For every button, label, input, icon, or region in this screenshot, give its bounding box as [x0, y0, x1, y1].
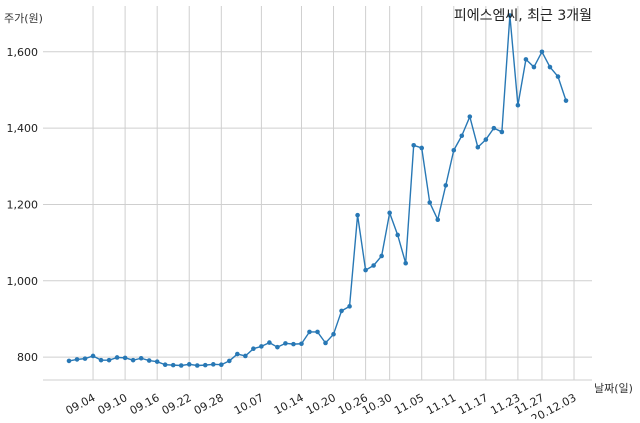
- data-point: [323, 340, 328, 346]
- data-point: [467, 114, 473, 119]
- data-point: [491, 125, 497, 131]
- data-point: [339, 308, 344, 314]
- data-point: [411, 142, 416, 148]
- data-point: [227, 358, 232, 364]
- x-tick-label: 11.17: [456, 391, 490, 417]
- data-point: [291, 341, 296, 347]
- y-tick-label: 1,400: [7, 122, 39, 135]
- data-point: [162, 362, 168, 368]
- x-tick-label: 09.10: [96, 391, 130, 417]
- data-point: [539, 49, 545, 55]
- data-point: [235, 351, 240, 357]
- data-point: [283, 341, 288, 346]
- x-axis-label: 날짜(일): [594, 381, 633, 395]
- data-point: [451, 147, 457, 153]
- data-point: [435, 217, 441, 223]
- data-point: [531, 64, 537, 70]
- data-point: [523, 57, 529, 62]
- data-point: [210, 362, 216, 367]
- y-tick-label: 1,200: [7, 198, 39, 211]
- data-point: [315, 329, 320, 335]
- x-tick-label: 11.05: [392, 391, 426, 417]
- x-tick-label: 09.16: [128, 391, 162, 417]
- data-point: [98, 357, 104, 363]
- data-point: [379, 253, 384, 259]
- y-tick-label: 1,000: [7, 275, 39, 288]
- data-point: [419, 145, 425, 151]
- data-point: [387, 210, 392, 216]
- data-point: [507, 13, 513, 18]
- x-tick-label: 10.07: [232, 391, 266, 417]
- data-point: [138, 355, 144, 361]
- data-point: [563, 98, 569, 103]
- data-point: [547, 64, 553, 70]
- data-point: [427, 200, 433, 205]
- data-point: [347, 304, 352, 309]
- series-line: [68, 14, 567, 367]
- data-point: [259, 344, 264, 349]
- data-point: [154, 359, 160, 364]
- x-tick-label: 09.04: [64, 391, 98, 417]
- series-layer: [66, 13, 569, 368]
- data-point: [202, 362, 208, 368]
- data-point: [82, 356, 88, 361]
- x-tick-label: 09.28: [192, 391, 226, 417]
- data-point: [403, 260, 408, 266]
- data-point: [307, 329, 312, 335]
- data-point: [194, 363, 200, 368]
- data-point: [243, 353, 248, 359]
- y-axis-label: 주가(원): [4, 12, 43, 25]
- data-point: [267, 340, 272, 345]
- data-point: [178, 363, 184, 368]
- data-point: [459, 133, 465, 139]
- data-point: [483, 137, 489, 142]
- data-point: [371, 263, 376, 268]
- data-point: [90, 353, 96, 359]
- data-point: [515, 102, 521, 108]
- data-point: [475, 144, 481, 150]
- chart-title: 피에스엠씨, 최근 3개월: [454, 8, 592, 24]
- grid-layer: [43, 6, 592, 380]
- x-tick-label: 10.14: [272, 391, 306, 417]
- data-point: [251, 346, 256, 352]
- data-point: [363, 267, 368, 273]
- data-point: [170, 362, 176, 368]
- data-point: [186, 362, 192, 367]
- data-point: [275, 344, 280, 350]
- x-tick-label: 10.20: [304, 391, 338, 417]
- data-point: [395, 232, 400, 238]
- data-point: [355, 212, 360, 218]
- data-point: [66, 358, 72, 364]
- data-point: [299, 341, 304, 347]
- data-point: [146, 358, 152, 363]
- y-tick-label: 1,600: [7, 46, 39, 59]
- data-point: [130, 357, 136, 363]
- x-tick-label: 09.22: [160, 391, 194, 417]
- data-point: [499, 129, 505, 135]
- data-point: [331, 331, 336, 337]
- data-point: [74, 357, 80, 362]
- data-point: [443, 183, 449, 188]
- data-point: [219, 362, 224, 368]
- data-point: [106, 357, 112, 363]
- data-point: [555, 74, 561, 79]
- y-tick-label: 800: [17, 351, 38, 364]
- x-tick-label: 11.11: [424, 391, 458, 417]
- data-point: [122, 355, 128, 361]
- data-point: [114, 355, 120, 360]
